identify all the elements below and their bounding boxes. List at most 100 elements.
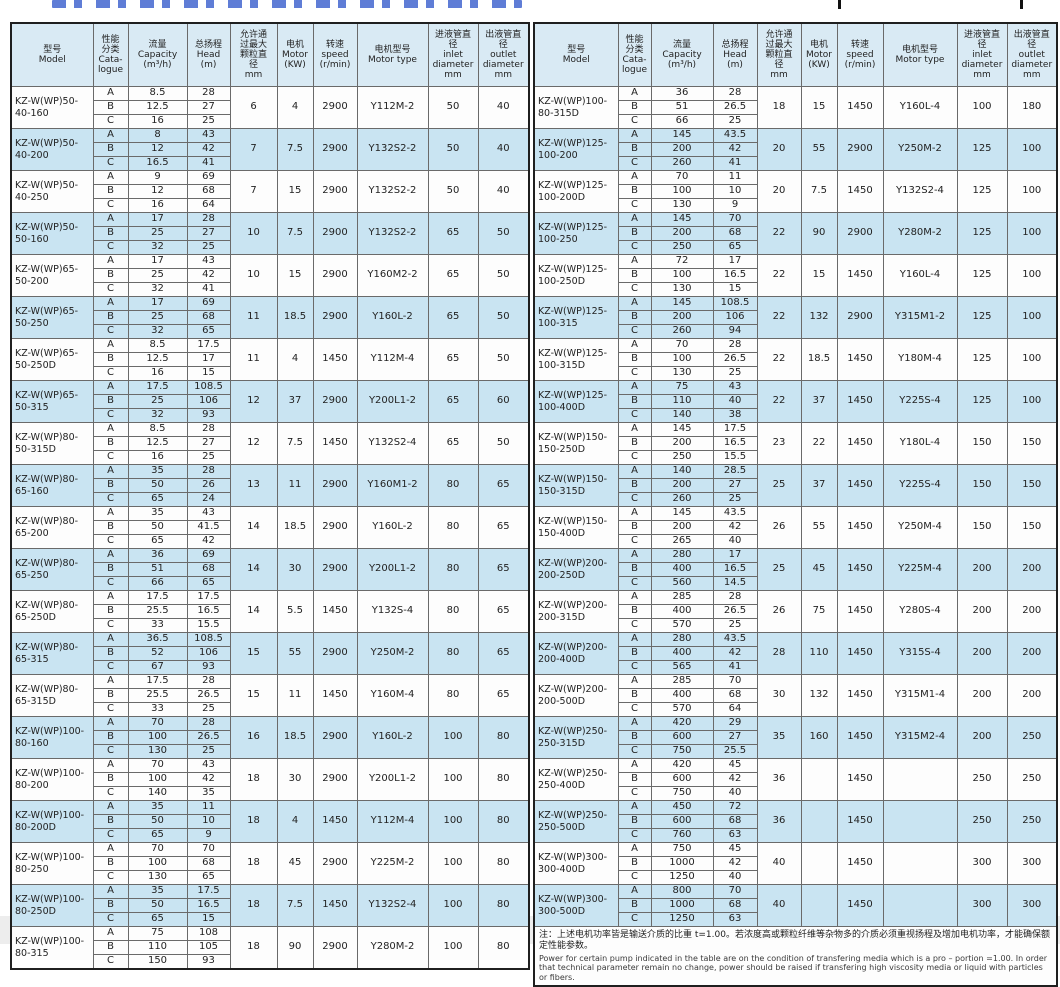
- head-cell: 16.5: [712, 562, 758, 577]
- head-cell: 10: [186, 814, 231, 829]
- capacity-cell: 600: [650, 772, 714, 787]
- column-header-line: 允许通: [239, 29, 267, 40]
- speed-cell: 2900: [312, 128, 358, 171]
- catalogue-cell: C: [92, 114, 129, 129]
- head-cell: 11: [186, 800, 231, 815]
- model-group-row: B 25 42: [11, 268, 529, 283]
- capacity-cell: 35: [127, 884, 188, 899]
- model-name-line: 50-315: [15, 401, 49, 413]
- capacity-cell: 35: [127, 506, 188, 521]
- cropped-title-tick: [838, 0, 841, 9]
- model-name-line: KZ-W(WP)80-: [15, 515, 79, 527]
- column-header-motor: 电机 Motor (KW): [800, 22, 838, 87]
- head-cell: 45: [712, 842, 758, 857]
- capacity-cell: 16.5: [127, 156, 188, 171]
- head-cell: 25: [712, 492, 758, 507]
- head-cell: 45: [712, 758, 758, 773]
- head-cell: 15.5: [712, 450, 758, 465]
- catalogue-cell: C: [617, 660, 652, 675]
- inlet-cell: 100: [427, 758, 479, 801]
- model-name-line: KZ-W(WP)100-: [15, 725, 85, 737]
- catalogue-cell: A: [92, 212, 129, 227]
- motor-type-cell: Y225S-4: [882, 464, 958, 507]
- motor-type-cell: Y280M-2: [882, 212, 958, 255]
- model-group-row: KZ-W(WP)50- 40-250 A 9 69 7 15 2900 Y132S2-2 50 40: [10, 170, 530, 213]
- particle-cell: 18: [229, 800, 278, 843]
- speed-cell: 1450: [836, 758, 884, 801]
- head-cell: 65: [186, 324, 231, 339]
- capacity-cell: 420: [650, 758, 714, 773]
- motor-type-cell: Y112M-4: [356, 338, 429, 381]
- motor-type-cell: Y112M-4: [356, 800, 429, 843]
- catalogue-cell: C: [617, 576, 652, 591]
- catalogue-cell: C: [617, 450, 652, 465]
- catalogue-cell: B: [617, 856, 652, 871]
- model-name-line: KZ-W(WP)100-: [15, 935, 85, 947]
- speed-cell: 2900: [312, 170, 358, 213]
- column-header-line: logue: [622, 65, 647, 76]
- head-cell: 68: [712, 226, 758, 241]
- catalogue-cell: C: [617, 618, 652, 633]
- particle-cell: 11: [229, 338, 278, 381]
- head-cell: 69: [186, 170, 231, 185]
- column-header-line: logue: [98, 65, 123, 76]
- model-cell: KZ-W(WP)125- 100-250D: [533, 254, 619, 297]
- capacity-cell: 16: [127, 114, 188, 129]
- capacity-cell: 800: [650, 884, 714, 899]
- model-cell: KZ-W(WP)125- 100-250: [533, 212, 619, 255]
- catalogue-cell: A: [92, 128, 129, 143]
- catalogue-cell: A: [92, 674, 129, 689]
- cropped-title-fragment: [52, 0, 522, 8]
- model-group-row: KZ-W(WP)100- 80-200D A 35 11 18 4 1450 Y112M-4 10…: [10, 800, 530, 843]
- capacity-cell: 36.5: [127, 632, 188, 647]
- inlet-cell: 65: [427, 380, 479, 423]
- model-group-row: C 67 93: [11, 660, 529, 675]
- outlet-cell: 40: [477, 128, 530, 171]
- head-cell: 26.5: [712, 604, 758, 619]
- motor-type-cell: Y132S2-2: [356, 128, 429, 171]
- outlet-cell: 80: [477, 926, 530, 970]
- model-cell: KZ-W(WP)50- 40-250: [10, 170, 94, 213]
- outlet-cell: 50: [477, 338, 530, 381]
- catalogue-cell: B: [617, 394, 652, 409]
- catalogue-cell: B: [617, 898, 652, 913]
- speed-cell: 1450: [836, 716, 884, 759]
- motor-type-cell: Y160M2-2: [356, 254, 429, 297]
- catalogue-cell: A: [617, 86, 652, 101]
- head-cell: 28: [186, 422, 231, 437]
- motor-cell: 4: [276, 338, 314, 381]
- column-header-line: 总扬程: [721, 39, 749, 50]
- particle-cell: 30: [756, 674, 802, 717]
- motor-cell: 132: [800, 296, 838, 339]
- particle-cell: 20: [756, 128, 802, 171]
- head-cell: 106: [712, 310, 758, 325]
- model-name-line: 80-250: [15, 863, 49, 875]
- column-header-line: 颗粒直: [765, 49, 793, 60]
- column-header-line: 径: [448, 39, 458, 50]
- catalogue-cell: A: [92, 380, 129, 395]
- catalogue-cell: A: [617, 548, 652, 563]
- motor-cell: 30: [276, 548, 314, 591]
- column-header-line: 径: [248, 60, 258, 71]
- outlet-cell: 100: [1006, 380, 1058, 423]
- catalogue-cell: C: [92, 282, 129, 297]
- speed-cell: 1450: [312, 590, 358, 633]
- head-cell: 17: [712, 254, 758, 269]
- column-header-line: Cata-: [98, 55, 123, 65]
- capacity-cell: 66: [650, 114, 714, 129]
- column-header-line: mm: [444, 70, 462, 81]
- model-cell: KZ-W(WP)65- 50-200: [10, 254, 94, 297]
- column-header-inlet: 进液管直径 inlet diameter mm: [427, 22, 479, 87]
- particle-cell: 20: [756, 170, 802, 213]
- head-cell: 68: [186, 310, 231, 325]
- model-name-line: 200-400D: [538, 653, 586, 665]
- outlet-cell: 250: [1006, 800, 1058, 843]
- catalogue-cell: A: [617, 170, 652, 185]
- capacity-cell: 250: [650, 240, 714, 255]
- capacity-cell: 100: [127, 730, 188, 745]
- catalogue-cell: A: [617, 716, 652, 731]
- catalogue-cell: A: [92, 800, 129, 815]
- head-cell: 28: [712, 590, 758, 605]
- model-group-row: C 32 41: [11, 282, 529, 297]
- model-group-row: KZ-W(WP)125- 100-315D A 70 28 22 18.5 1450 Y180M…: [533, 338, 1058, 381]
